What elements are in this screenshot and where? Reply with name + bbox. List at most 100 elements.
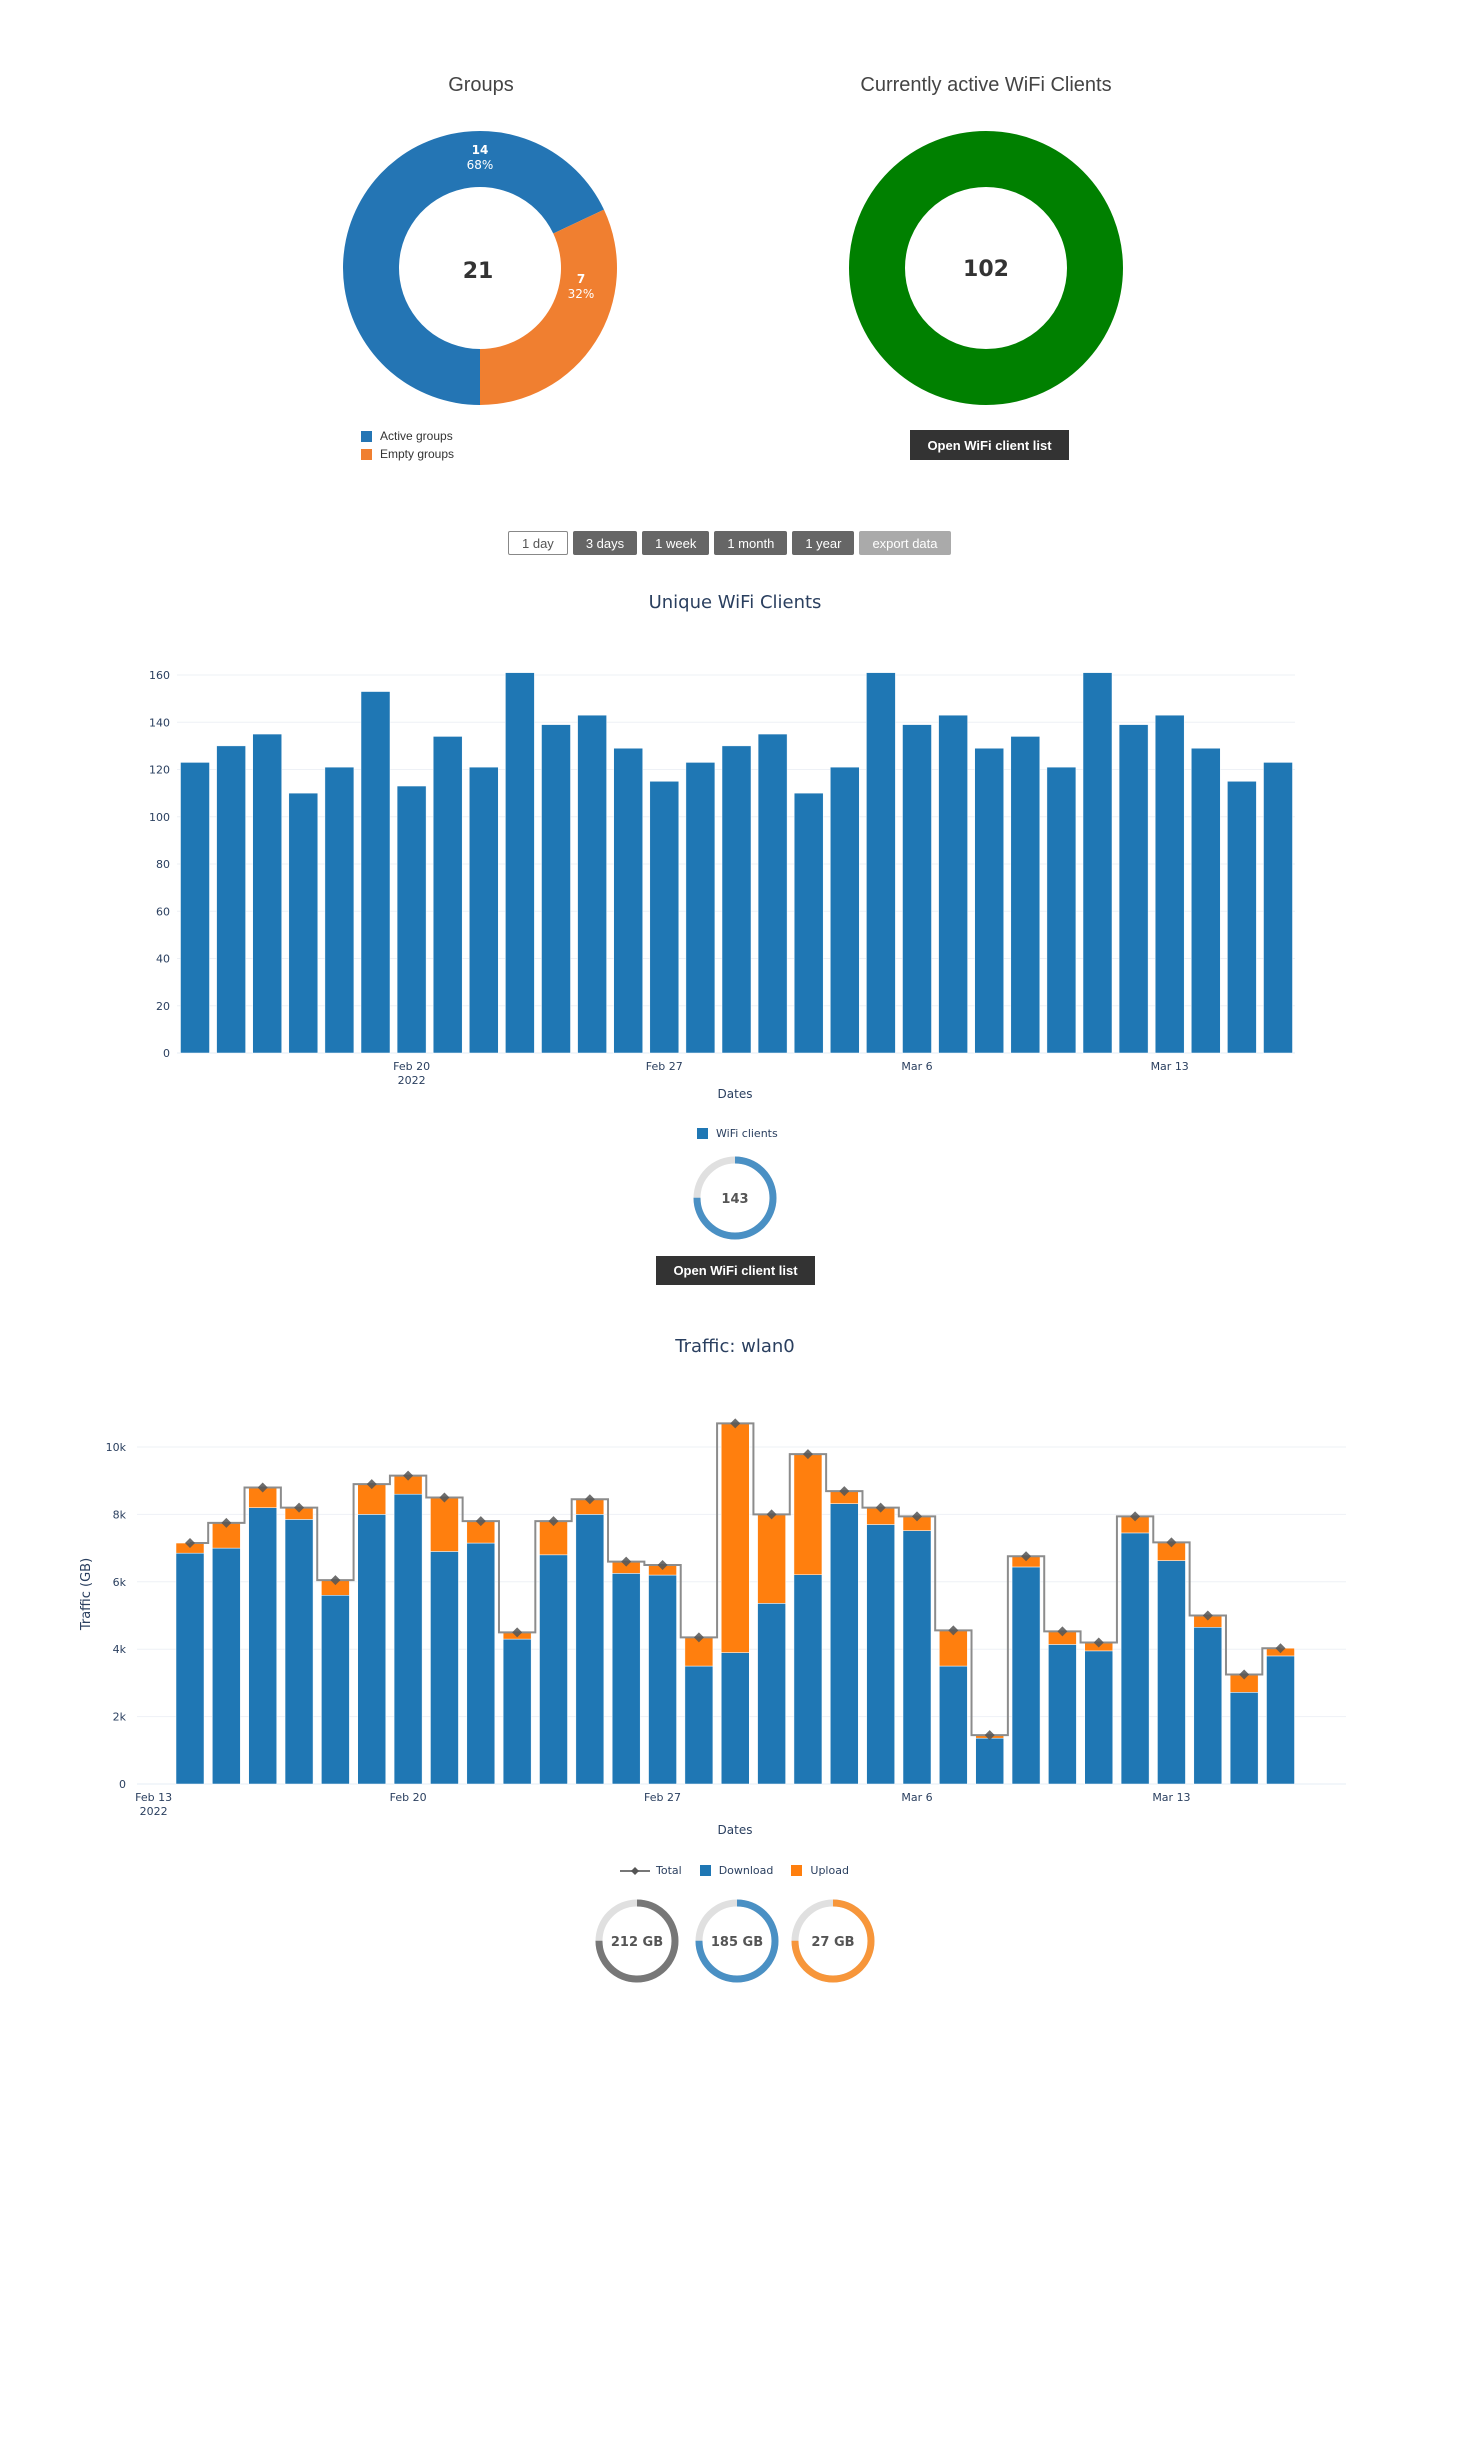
legend-swatch (361, 448, 372, 460)
download-bar (939, 1665, 968, 1785)
download-bar (539, 1554, 568, 1785)
bar (180, 762, 210, 1054)
ring-progress (693, 1156, 777, 1240)
download-bar (1266, 1655, 1295, 1785)
upload-bar (539, 1520, 568, 1556)
total-marker (439, 1492, 450, 1503)
slice-percent-empty: 32% (568, 287, 595, 301)
range-3-days-button[interactable]: 3 days (572, 531, 638, 555)
bar (505, 672, 535, 1054)
range-1-week-button[interactable]: 1 week (642, 531, 710, 555)
total-marker (403, 1470, 414, 1481)
x-axis-title: Dates (718, 1087, 753, 1101)
y-tick-label: 4k (113, 1643, 127, 1656)
open-wifi-client-list-button-2[interactable]: Open WiFi client list (656, 1256, 815, 1285)
download-bar (721, 1652, 750, 1785)
total-marker (221, 1517, 232, 1528)
total-marker (475, 1516, 486, 1527)
donut-slice-empty-groups[interactable] (480, 209, 617, 405)
slice-value-active: 14 (472, 143, 489, 157)
download-bar (830, 1503, 859, 1785)
download-bar (466, 1542, 496, 1785)
legend-label: Empty groups (380, 447, 455, 461)
upload-bar (684, 1637, 714, 1667)
legend-label: Total (656, 1864, 682, 1877)
total-marker (330, 1575, 341, 1586)
x-tick-label: Feb 27 (646, 1060, 683, 1073)
upload-bar (357, 1483, 386, 1515)
ring-progress (695, 1899, 779, 1983)
open-wifi-client-list-button[interactable]: Open WiFi client list (910, 430, 1069, 460)
legend-label: WiFi clients (716, 1127, 778, 1140)
download-bar (248, 1507, 277, 1785)
legend-total[interactable]: Total (620, 1864, 682, 1877)
download-bar (575, 1514, 605, 1785)
bar (1082, 672, 1113, 1054)
legend-wifi-clients[interactable]: WiFi clients (697, 1127, 778, 1140)
range-1-day-button[interactable]: 1 day (508, 531, 568, 555)
legend-swatch (361, 430, 372, 442)
total-marker (621, 1556, 632, 1567)
total-traffic-value: 212 GB (611, 1935, 663, 1950)
unique-clients-title: Unique WiFi Clients (648, 592, 822, 613)
total-marker (766, 1509, 777, 1520)
download-bar (284, 1519, 314, 1785)
groups-legend-empty[interactable]: Empty groups (361, 447, 454, 461)
range-1-year-button[interactable]: 1 year (792, 531, 855, 555)
y-tick-label: 80 (156, 858, 170, 871)
download-bar (357, 1514, 386, 1785)
time-range-selector: 1 day 3 days 1 week 1 month 1 year expor… (508, 531, 951, 555)
legend-label: Active groups (380, 429, 453, 443)
download-bar (1048, 1644, 1077, 1785)
groups-legend-active[interactable]: Active groups (361, 429, 453, 443)
donut-slice-active-groups[interactable] (342, 131, 604, 405)
active-clients-ring (849, 131, 1123, 405)
download-bar (648, 1574, 677, 1785)
x-tick-label: Feb 27 (644, 1791, 681, 1804)
x-axis-title: Dates (718, 1823, 753, 1837)
y-tick-label: 0 (163, 1047, 170, 1060)
y-tick-label: 20 (156, 1000, 170, 1013)
ring-progress (595, 1899, 679, 1983)
total-marker (1275, 1643, 1286, 1654)
total-marker (257, 1482, 268, 1493)
download-bar (1120, 1532, 1150, 1785)
download-bar (1193, 1627, 1223, 1785)
bar (396, 785, 427, 1054)
total-marker (984, 1730, 995, 1741)
bar (577, 714, 607, 1054)
y-tick-label: 8k (113, 1508, 127, 1521)
total-marker (1202, 1610, 1213, 1621)
legend-swatch (791, 1865, 803, 1876)
total-marker (1057, 1626, 1068, 1637)
y-tick-label: 160 (149, 669, 170, 682)
bar (288, 792, 319, 1054)
total-marker (875, 1502, 886, 1513)
download-traffic-value: 185 GB (711, 1935, 763, 1950)
total-marker (693, 1632, 704, 1643)
y-tick-label: 6k (113, 1576, 127, 1589)
x-tick-label: Mar 6 (901, 1791, 932, 1804)
total-marker (1021, 1551, 1032, 1562)
bar (1046, 766, 1077, 1054)
total-marker (912, 1511, 922, 1522)
total-traffic-ring: 212 GB (595, 1899, 679, 1983)
range-1-month-button[interactable]: 1 month (714, 531, 788, 555)
total-marker (1166, 1537, 1177, 1548)
y-tick-label: 40 (156, 953, 170, 966)
legend-download[interactable]: Download (699, 1864, 773, 1877)
y-tick-label: 140 (149, 716, 170, 729)
groups-donut: 21 14 68% 7 32% (342, 131, 617, 405)
bar (793, 792, 824, 1054)
traffic-summary-rings: 212 GB 185 GB 27 GB (595, 1899, 875, 1983)
x-tick-label: Feb 20 (393, 1060, 430, 1073)
export-data-button[interactable]: export data (859, 531, 951, 555)
legend-upload[interactable]: Upload (791, 1864, 849, 1877)
bar (757, 733, 788, 1054)
traffic-legend: Total Download Upload (620, 1864, 849, 1877)
bar (216, 745, 246, 1054)
bar (1154, 714, 1185, 1054)
bar (649, 781, 680, 1054)
bar (1118, 724, 1149, 1054)
total-marker (802, 1449, 813, 1460)
